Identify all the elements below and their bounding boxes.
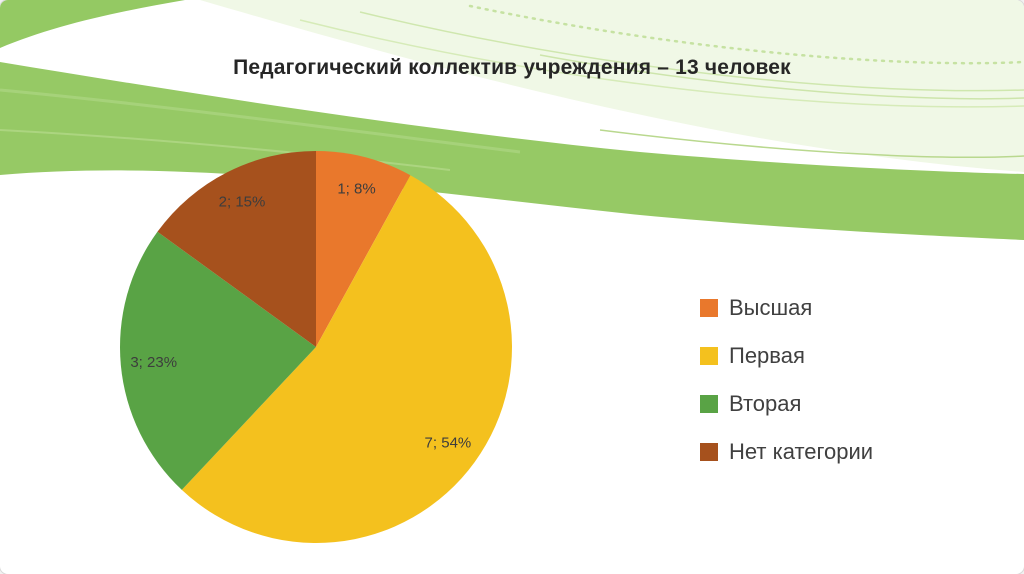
- pie-data-label-1: 1; 8%: [337, 181, 375, 198]
- legend-label: Вторая: [729, 391, 802, 416]
- legend-item-4: Нет категории: [700, 428, 873, 476]
- pie-chart: 1; 8% 7; 54% 3; 23% 2; 15%: [116, 147, 516, 547]
- pie-chart-svg: 1; 8% 7; 54% 3; 23% 2; 15%: [119, 150, 512, 543]
- legend-swatch-icon: [700, 347, 718, 365]
- legend-label: Первая: [729, 343, 805, 368]
- pie-slice-1: [316, 151, 411, 347]
- pale-wave-field: [200, 0, 1024, 172]
- band-highlight-line: [0, 88, 521, 154]
- corner-wave: [0, 0, 185, 48]
- legend-swatch-icon: [700, 299, 718, 317]
- legend-swatch-icon: [700, 443, 718, 461]
- pie-data-label-3: 3; 23%: [130, 354, 177, 371]
- pie-slice-3: [119, 231, 316, 490]
- thin-wave-line: [299, 19, 1024, 108]
- pie-data-label-4: 2; 15%: [219, 193, 266, 210]
- legend-item-2: Первая: [700, 332, 873, 380]
- legend-label: Нет категории: [729, 439, 874, 464]
- slide-title: Педагогический коллектив учреждения – 13…: [233, 56, 791, 79]
- pie-slice-2: [181, 175, 512, 543]
- legend-item-1: Высшая: [700, 284, 873, 332]
- chart-legend: Высшая Первая Вторая Нет категории: [700, 284, 873, 476]
- thin-wave-line: [599, 129, 1024, 158]
- legend-swatch-icon: [700, 395, 718, 413]
- legend-label: Высшая: [729, 295, 813, 320]
- pie-slice-4: [157, 150, 316, 347]
- band-highlight-line: [0, 129, 451, 171]
- thin-wave-line: [359, 11, 1024, 92]
- pie-data-label-2: 7; 54%: [425, 434, 472, 451]
- legend-item-3: Вторая: [700, 380, 873, 428]
- thin-wave-line: [539, 54, 1024, 100]
